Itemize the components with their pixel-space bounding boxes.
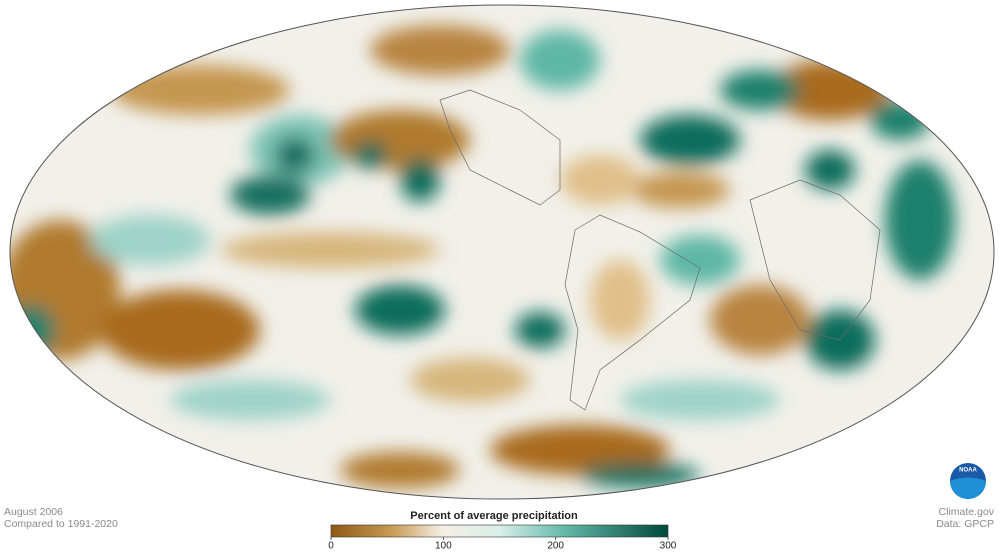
- credit: Climate.gov: [939, 506, 995, 518]
- legend-tick-label: 100: [435, 541, 452, 552]
- globe-outline: [9, 4, 995, 500]
- noaa-logo: NOAA: [950, 463, 986, 499]
- logo-text: NOAA: [959, 468, 977, 474]
- source: Data: GPCP: [936, 518, 994, 530]
- legend-tick-label: 300: [660, 541, 677, 552]
- baseline: Compared to 1991-2020: [4, 518, 118, 530]
- precipitation-map: [10, 5, 994, 499]
- color-bar: [330, 524, 669, 538]
- legend-title: Percent of average precipitation: [410, 510, 578, 522]
- legend-tick-label: 200: [547, 541, 564, 552]
- date: August 2006: [4, 506, 63, 518]
- legend-tick-label: 0: [328, 541, 334, 552]
